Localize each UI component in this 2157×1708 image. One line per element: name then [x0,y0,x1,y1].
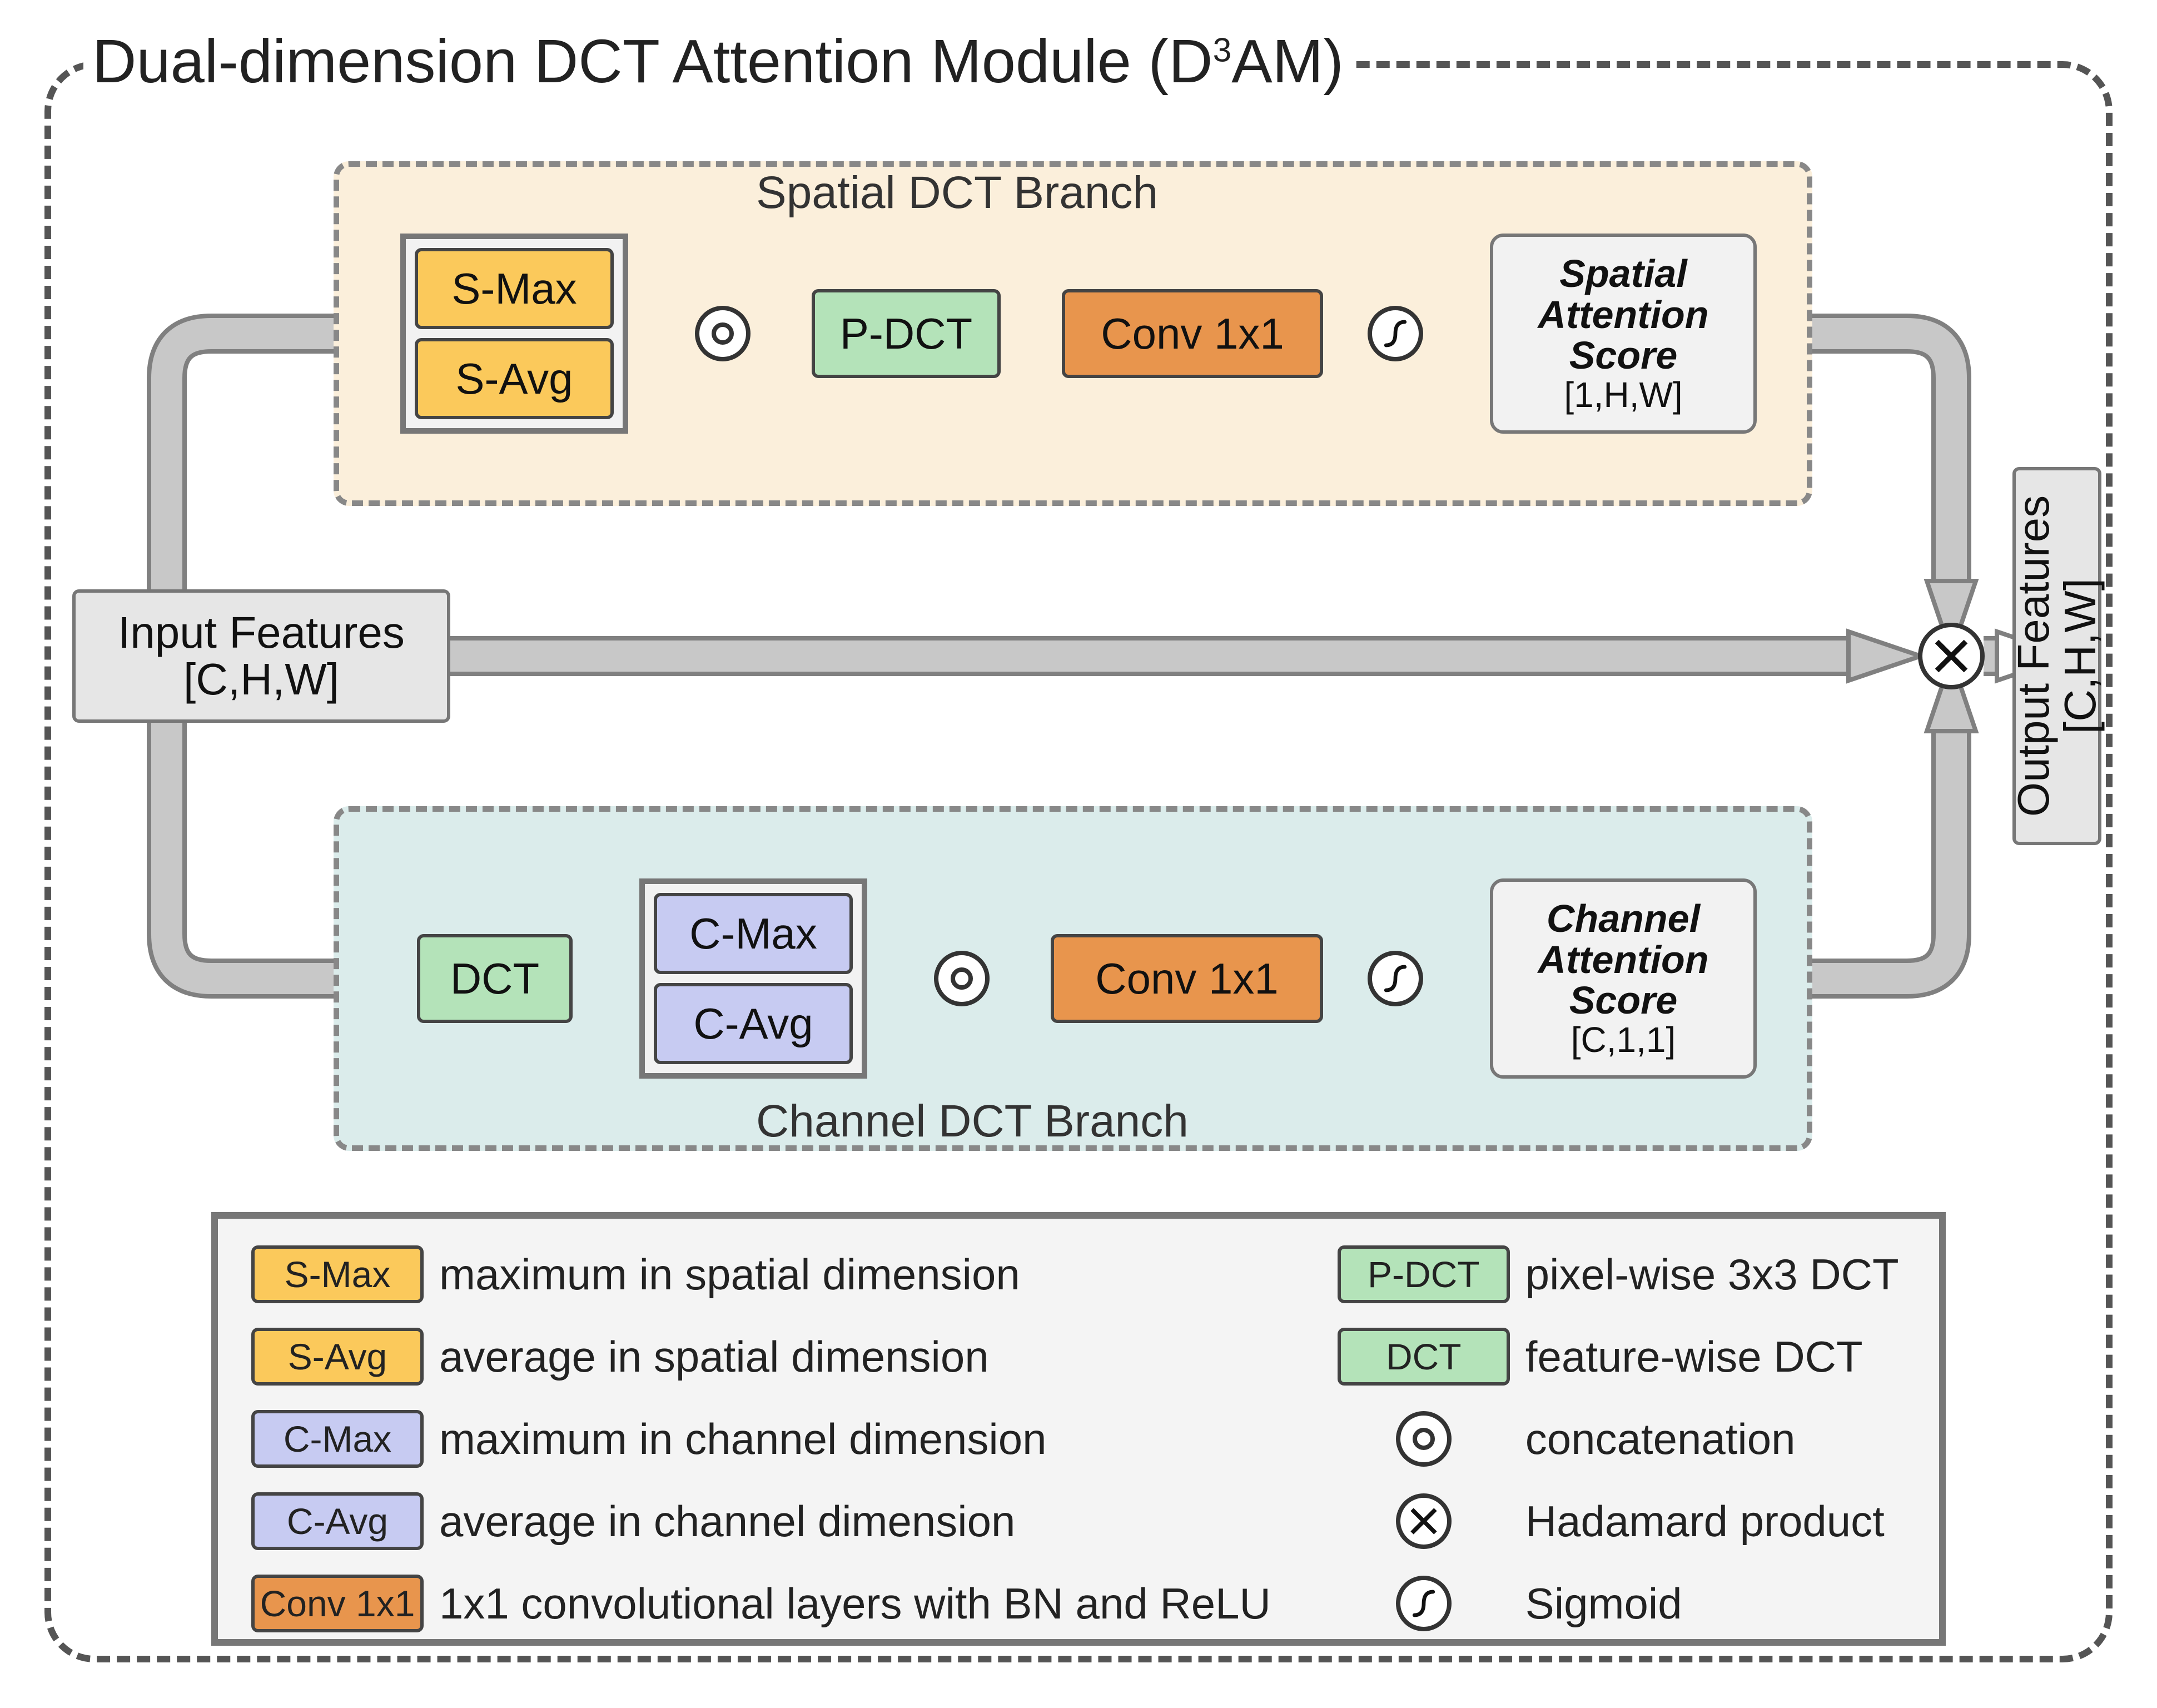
savg-box: S-Avg [415,338,614,419]
legend-swatch: C-Max [251,1410,424,1468]
sigmoid-glyph [1372,310,1419,357]
dct-box: DCT [417,934,573,1023]
legend-swatch: P-DCT [1338,1245,1510,1303]
legend-swatch: S-Max [251,1245,424,1303]
smax-box: S-Max [415,248,614,329]
module-title: Dual-dimension DCT Attention Module (D3A… [83,31,1353,92]
legend-swatch: DCT [1338,1328,1510,1386]
legend-text: average in channel dimension [439,1496,1015,1547]
sigmoid-icon [1368,306,1423,361]
conv-channel-label: Conv 1x1 [1095,954,1279,1004]
legend-text: 1x1 convolutional layers with BN and ReL… [439,1578,1271,1629]
output-features-box: Output Features [C,H,W] [2012,467,2101,845]
spatial-pool-group: S-Max S-Avg [400,234,628,434]
concat-inner-ring [951,967,973,990]
spatial-score-l2: Attention [1538,295,1708,336]
spatial-branch-label: Spatial DCT Branch [756,167,1158,219]
spatial-score-l3: Score [1569,335,1678,376]
legend-text: maximum in spatial dimension [439,1249,1020,1300]
channel-score-l2: Attention [1538,940,1708,981]
legend-row: Conv 1x1 1x1 convolutional layers with BN… [251,1575,1271,1632]
input-features-line2: [C,H,W] [183,656,339,703]
legend-symbol-sigmoid [1338,1575,1510,1632]
legend-text: pixel-wise 3x3 DCT [1525,1249,1899,1300]
stage: Dual-dimension DCT Attention Module (D3A… [0,0,2157,1708]
legend-row: P-DCT pixel-wise 3x3 DCT [1338,1245,1899,1303]
conv-spatial-box: Conv 1x1 [1062,289,1323,378]
concat-icon [934,951,990,1006]
legend-box: S-Max maximum in spatial dimension P-DCT pi… [211,1212,1946,1646]
legend-row: Sigmoid [1338,1575,1899,1632]
legend-swatch: Conv 1x1 [251,1575,424,1632]
conv-spatial-label: Conv 1x1 [1101,309,1284,359]
conv-channel-box: Conv 1x1 [1051,934,1323,1023]
legend-row: concatenation [1338,1410,1899,1468]
channel-score-l1: Channel [1547,898,1700,940]
cmax-box: C-Max [654,893,853,974]
legend-row: Hadamard product [1338,1492,1899,1550]
channel-score-l3: Score [1569,980,1678,1021]
concat-icon [695,306,751,361]
channel-branch-label: Channel DCT Branch [756,1095,1189,1148]
spatial-score-box: Spatial Attention Score [1,H,W] [1490,234,1757,434]
spatial-score-dim: [1,H,W] [1564,376,1682,414]
cmax-label: C-Max [689,908,817,959]
legend-symbol-hadamard [1338,1492,1510,1550]
pdct-box: P-DCT [812,289,1001,378]
sigmoid-icon [1368,951,1423,1006]
channel-pool-group: C-Max C-Avg [639,878,867,1079]
legend-row: DCT feature-wise DCT [1338,1328,1899,1386]
dct-label: DCT [450,954,539,1004]
legend-text: maximum in channel dimension [439,1414,1047,1464]
output-features-line1: Output Features [2010,495,2057,817]
concat-inner-ring [712,322,734,345]
hadamard-glyph [1922,627,1980,685]
legend-row: C-Avg average in channel dimension [251,1492,1271,1550]
legend-text: average in spatial dimension [439,1332,989,1382]
cavg-box: C-Avg [654,983,853,1064]
legend-swatch: S-Avg [251,1328,424,1386]
legend-swatch: C-Avg [251,1492,424,1550]
input-features-box: Input Features [C,H,W] [72,589,450,723]
legend-text: Hadamard product [1525,1496,1885,1547]
savg-label: S-Avg [456,354,573,404]
legend-row: S-Avg average in spatial dimension [251,1328,1271,1386]
smax-label: S-Max [451,264,576,314]
output-features-line2: [C,H,W] [2057,578,2104,734]
channel-score-dim: [C,1,1] [1571,1021,1676,1059]
pdct-label: P-DCT [840,309,972,359]
legend-text: concatenation [1525,1414,1796,1464]
sigmoid-glyph [1372,955,1419,1002]
spatial-score-l1: Spatial [1559,254,1687,295]
legend-row: S-Max maximum in spatial dimension [251,1245,1271,1303]
legend-text: feature-wise DCT [1525,1332,1863,1382]
legend-symbol-concat [1338,1410,1510,1468]
channel-score-box: Channel Attention Score [C,1,1] [1490,878,1757,1079]
hadamard-icon [1918,623,1985,689]
legend-grid: S-Max maximum in spatial dimension P-DCT pi… [218,1219,1939,1659]
input-features-line1: Input Features [118,609,405,656]
legend-text: Sigmoid [1525,1578,1682,1629]
legend-row: C-Max maximum in channel dimension [251,1410,1271,1468]
cavg-label: C-Avg [693,999,813,1049]
